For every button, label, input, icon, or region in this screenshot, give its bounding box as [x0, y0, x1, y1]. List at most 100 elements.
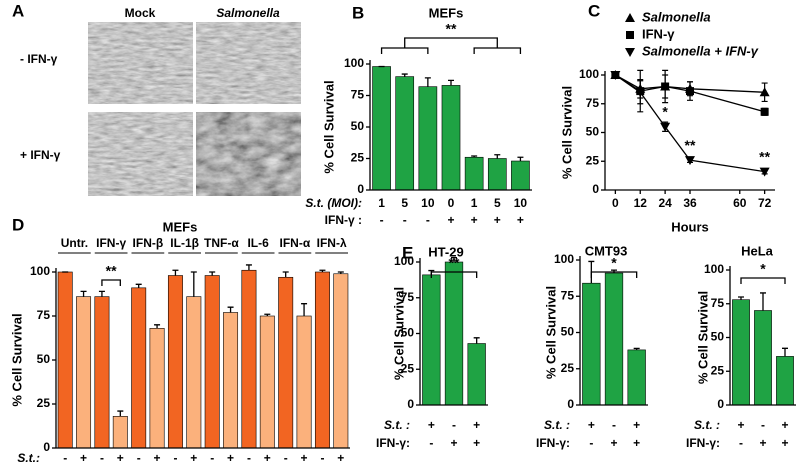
- bar: [418, 86, 438, 191]
- legend-marker: [626, 31, 634, 39]
- bar: [776, 356, 794, 406]
- error-bar: [424, 77, 431, 87]
- chart-title: CMT93: [585, 243, 628, 258]
- significance-bracket: [430, 271, 478, 278]
- x-category-label: 10: [514, 196, 528, 210]
- group-label: TNF-α: [204, 236, 239, 250]
- y-tick-label: 50: [351, 119, 365, 133]
- marker: [661, 82, 670, 91]
- micrograph: [88, 22, 193, 104]
- bar: [732, 299, 750, 406]
- y-tick-label: 25: [711, 363, 725, 377]
- legend-label: Salmonella: [642, 9, 711, 24]
- y-axis-label: % Cell Survival: [321, 80, 336, 173]
- y-tick-label: 50: [37, 352, 51, 366]
- bar: [467, 343, 486, 406]
- x-category-label: +: [190, 451, 197, 465]
- panel-letter: E: [402, 243, 413, 262]
- error-bar: [451, 257, 457, 262]
- error-bar: [760, 292, 766, 311]
- x-category-label: +: [154, 451, 161, 465]
- chart-title: HeLa: [741, 243, 774, 258]
- error-bar: [209, 271, 216, 276]
- bar: [94, 296, 110, 449]
- marker: [759, 87, 770, 97]
- y-tick-label: 0: [43, 440, 50, 454]
- x-category-label: 5: [401, 196, 408, 210]
- y-axis-label: % Cell Survival: [543, 286, 558, 379]
- chart-title: MEFs: [163, 219, 198, 234]
- bar: [333, 273, 349, 449]
- y-tick-label: 50: [711, 330, 725, 344]
- y-tick-label: 75: [586, 96, 600, 110]
- significance-label: **: [449, 255, 460, 271]
- row-label: S.t.:: [17, 451, 40, 465]
- x-category-label: +: [737, 418, 744, 432]
- x-category-label: +: [517, 213, 524, 227]
- bar: [76, 296, 92, 449]
- micrograph: [88, 112, 193, 196]
- x-category-label: -: [320, 451, 324, 465]
- y-tick-label: 25: [351, 151, 365, 165]
- group-label: IL-6: [247, 236, 269, 250]
- bar: [372, 66, 391, 191]
- bar: [259, 315, 275, 449]
- row-label: S.t. :: [544, 418, 570, 432]
- x-category-label: +: [117, 451, 124, 465]
- annotation: **: [685, 137, 696, 153]
- x-category-label: +: [610, 436, 617, 450]
- marker: [685, 156, 695, 166]
- x-tick-label: 72: [758, 196, 772, 210]
- x-category-label: +: [781, 418, 788, 432]
- x-category-label: +: [473, 418, 480, 432]
- micrograph: [196, 112, 301, 196]
- x-category-label: +: [759, 436, 766, 450]
- y-tick-label: 25: [561, 361, 575, 375]
- marker: [686, 87, 694, 96]
- error-bar: [98, 290, 105, 297]
- bar: [422, 274, 441, 406]
- error-bar: [337, 271, 344, 274]
- column-label: Mock: [125, 6, 156, 20]
- annotation: *: [662, 103, 668, 119]
- error-bar: [301, 303, 308, 316]
- chart-title: HT-29: [428, 244, 463, 259]
- y-tick-label: 75: [37, 308, 51, 322]
- row-label: IFN-γ:: [686, 436, 720, 450]
- x-category-label: +: [471, 213, 478, 227]
- panel-letter: C: [588, 1, 600, 20]
- y-axis-label: % Cell Survival: [695, 291, 710, 384]
- marker: [635, 88, 646, 98]
- y-tick-label: 0: [357, 182, 364, 196]
- significance-label: *: [760, 261, 766, 277]
- x-category-label: +: [447, 213, 454, 227]
- group-label: IFN-λ: [317, 236, 347, 250]
- bar: [131, 287, 147, 449]
- x-category-label: +: [473, 436, 480, 450]
- x-tick-label: 12: [634, 196, 648, 210]
- significance-label: **: [446, 21, 457, 37]
- x-category-label: 1: [378, 196, 385, 210]
- x-category-label: -: [589, 436, 593, 450]
- significance-bracket: [590, 271, 638, 278]
- error-bar: [782, 347, 788, 357]
- group-label: IFN-α: [280, 236, 311, 250]
- bar: [186, 296, 202, 449]
- bar: [112, 416, 128, 449]
- x-tick-label: 36: [683, 196, 697, 210]
- bar: [444, 261, 464, 406]
- x-category-label: -: [137, 451, 141, 465]
- bar: [754, 310, 772, 406]
- row-label: IFN-γ:: [536, 436, 570, 450]
- group-label: IL-1β: [170, 236, 199, 250]
- significance-bracket: [101, 279, 121, 286]
- bar: [582, 282, 601, 406]
- y-tick-label: 100: [579, 67, 599, 81]
- x-category-label: -: [429, 436, 433, 450]
- x-category-label: +: [264, 451, 271, 465]
- x-tick-label: 24: [658, 196, 672, 210]
- panel-letter: D: [12, 215, 24, 234]
- x-category-label: -: [612, 418, 616, 432]
- legend-label: Salmonella + IFN-γ: [642, 43, 759, 58]
